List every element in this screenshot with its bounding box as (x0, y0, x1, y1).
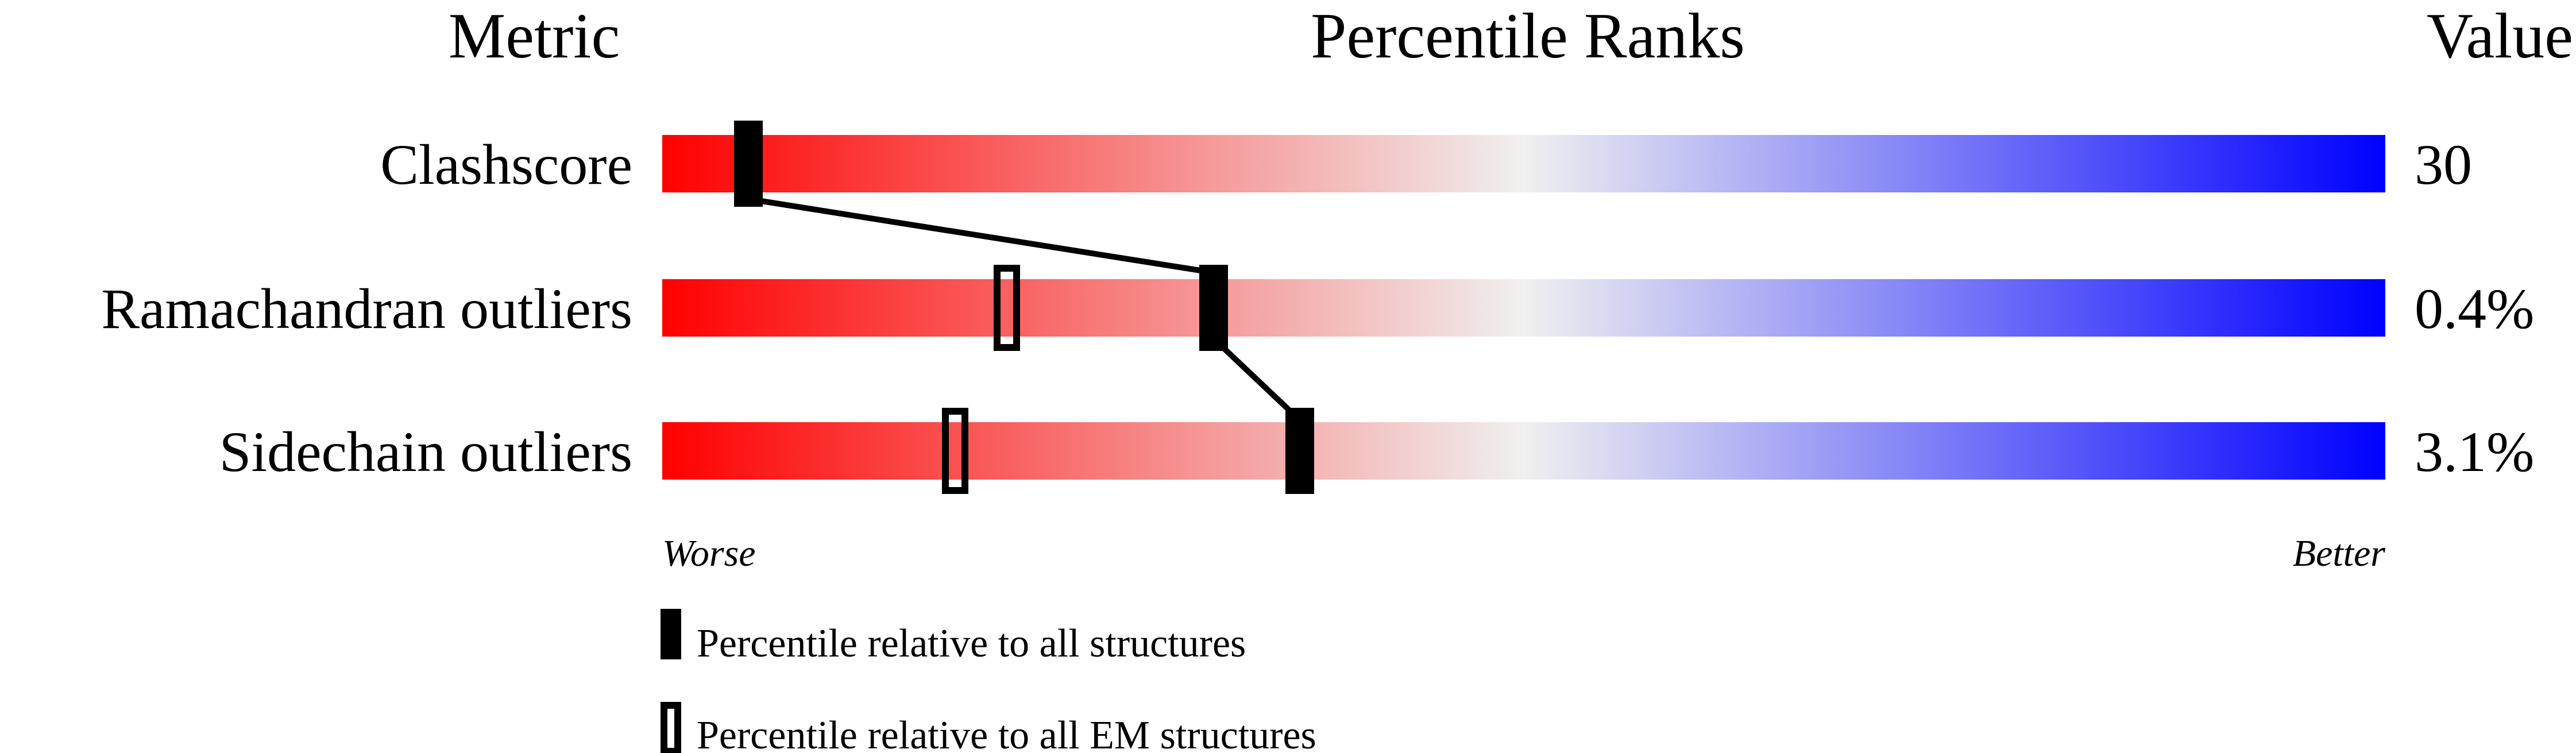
better-label: Better (2293, 532, 2386, 574)
metric-value: 0.4% (2415, 277, 2534, 341)
percentile-bar (662, 279, 2385, 337)
chart-title: Percentile Ranks (1311, 1, 1745, 72)
legend-label-em: Percentile relative to all EM structures (697, 713, 1316, 753)
legend-outline-swatch (661, 702, 681, 753)
metric-label: Clashscore (380, 133, 632, 196)
legend-label-all: Percentile relative to all structures (697, 621, 1246, 666)
percentile-connector-line (1217, 342, 1296, 417)
percentile-bar (662, 135, 2385, 192)
all-percentile-marker (1199, 265, 1228, 351)
metric-value: 3.1% (2415, 420, 2534, 484)
metric-header: Metric (449, 1, 620, 72)
percentile-bar (662, 422, 2385, 480)
legend-filled-swatch (661, 609, 681, 659)
em-percentile-marker (942, 408, 968, 494)
value-header: Value (2427, 1, 2573, 72)
em-percentile-marker (994, 265, 1020, 351)
worse-label: Worse (662, 532, 756, 574)
metric-label: Sidechain outliers (219, 420, 632, 484)
metric-value: 30 (2415, 133, 2472, 196)
metric-label: Ramachandran outliers (101, 277, 632, 341)
all-percentile-marker (1285, 408, 1314, 494)
all-percentile-marker (734, 121, 763, 207)
percentile-connector-line (754, 197, 1208, 275)
